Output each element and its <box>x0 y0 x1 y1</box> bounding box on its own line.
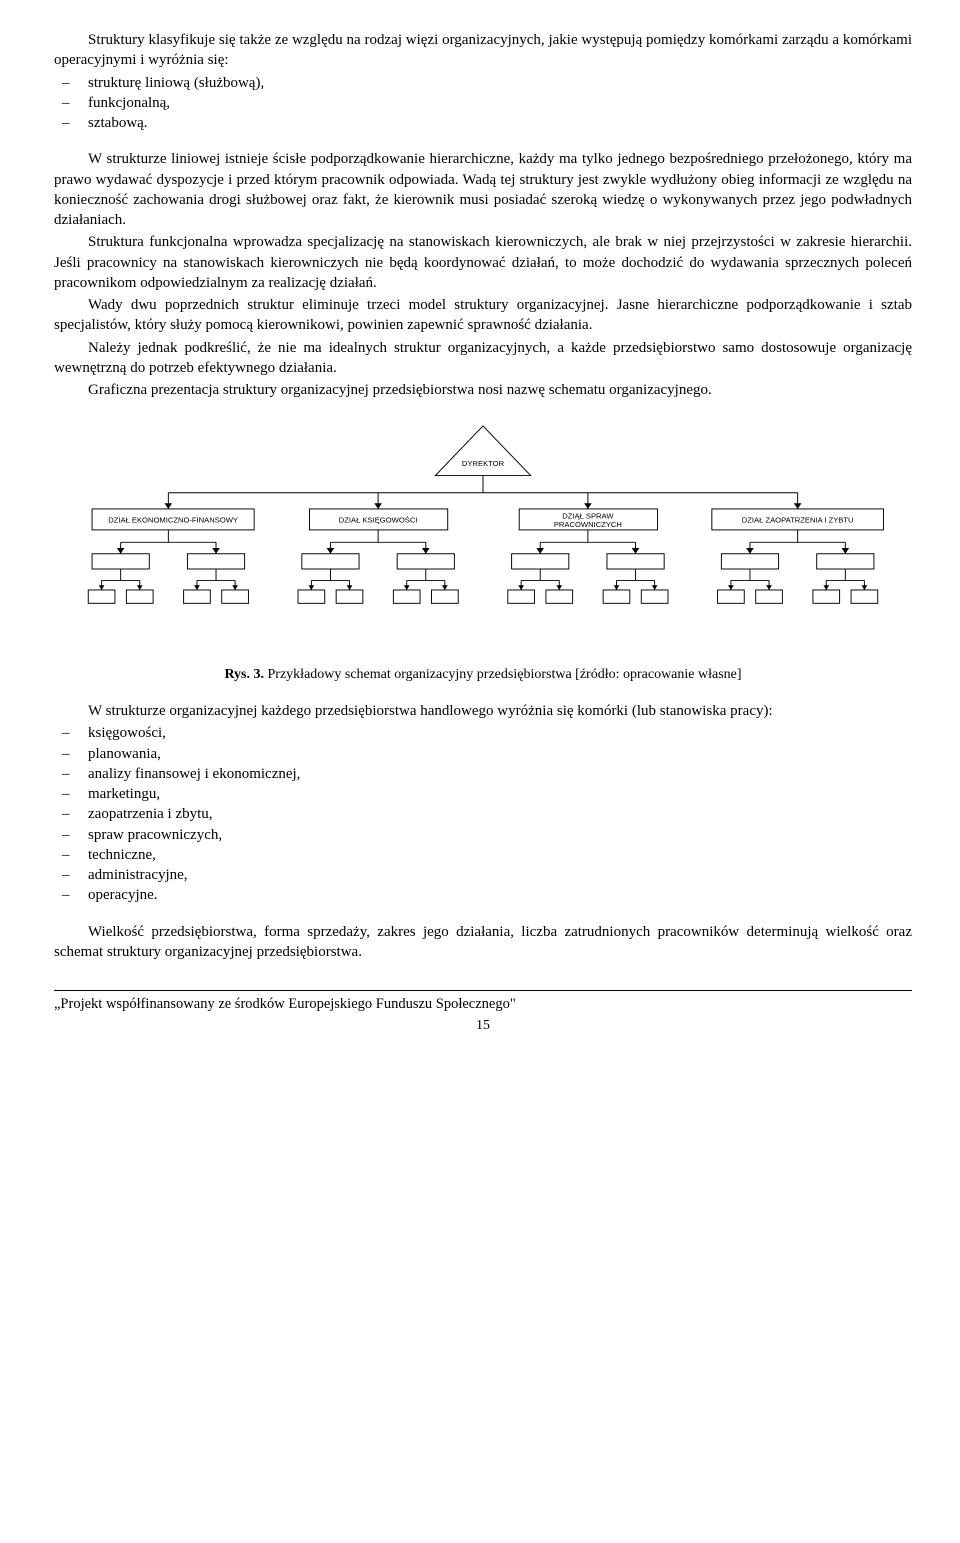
list-structure-types: strukturę liniową (służbową), funkcjonal… <box>54 73 912 134</box>
sub-branch <box>718 530 878 603</box>
dept-label: PRACOWNICZYCH <box>554 520 622 529</box>
dept-box: DZIAŁ ZAOPATRZENIA I ZYBTU <box>712 509 884 530</box>
list-item: funkcjonalną, <box>58 93 912 113</box>
dept-label: DZIAŁ ZAOPATRZENIA I ZYBTU <box>742 516 854 525</box>
caption-text: Przykładowy schemat organizacyjny przeds… <box>264 667 742 682</box>
paragraph-intro: Struktury klasyfikuje się także ze wzglę… <box>54 30 912 71</box>
list-item: marketingu, <box>58 784 912 804</box>
org-chart: DYREKTOR DZIAŁ EKONOMICZNO-FINANSOWY DZI… <box>54 418 912 638</box>
org-root-label: DYREKTOR <box>462 459 505 468</box>
list-item: strukturę liniową (służbową), <box>58 73 912 93</box>
sub-branch <box>298 530 458 603</box>
org-root-node: DYREKTOR <box>435 426 530 476</box>
paragraph-linear: W strukturze liniowej istnieje ścisłe po… <box>54 149 912 230</box>
list-item: operacyjne. <box>58 885 912 905</box>
list-cells: księgowości, planowania, analizy finanso… <box>54 723 912 905</box>
footer-quote: „Projekt <box>54 996 106 1012</box>
dept-box: DZIAŁ EKONOMICZNO-FINANSOWY <box>92 509 254 530</box>
list-item: sztabową. <box>58 113 912 133</box>
sub-branch <box>88 530 248 603</box>
list-item: spraw pracowniczych, <box>58 825 912 845</box>
paragraph-graphic: Graficzna prezentacja struktury organiza… <box>54 380 912 400</box>
dept-label: DZIAŁ EKONOMICZNO-FINANSOWY <box>108 516 238 525</box>
list-item: planowania, <box>58 744 912 764</box>
list-item: administracyjne, <box>58 865 912 885</box>
org-chart-svg: DYREKTOR DZIAŁ EKONOMICZNO-FINANSOWY DZI… <box>73 418 893 638</box>
list-item: księgowości, <box>58 723 912 743</box>
dept-label: DZIAŁ KSIĘGOWOŚCI <box>339 516 418 525</box>
dept-box: DZIAŁ KSIĘGOWOŚCI <box>309 509 447 530</box>
list-item: zaopatrzenia i zbytu, <box>58 804 912 824</box>
caption-number: Rys. 3. <box>224 667 264 682</box>
dept-box: DZIĄŁ SPRAW PRACOWNICZYCH <box>519 509 657 530</box>
footer: „Projekt współfinansowany ze środków Eur… <box>54 990 912 1015</box>
list-item: analizy finansowej i ekonomicznej, <box>58 764 912 784</box>
list-item: techniczne, <box>58 845 912 865</box>
figure-caption: Rys. 3. Przykładowy schemat organizacyjn… <box>54 666 912 685</box>
paragraph-cells: W strukturze organizacyjnej każdego prze… <box>54 701 912 721</box>
paragraph-note: Należy jednak podkreślić, że nie ma idea… <box>54 338 912 379</box>
footer-text: współfinansowany ze środków Europejskieg… <box>106 996 516 1012</box>
paragraph-size: Wielkość przedsiębiorstwa, forma sprzeda… <box>54 922 912 963</box>
paragraph-third: Wady dwu poprzednich struktur eliminuje … <box>54 295 912 336</box>
paragraph-functional: Struktura funkcjonalna wprowadza specjal… <box>54 232 912 293</box>
sub-branch <box>508 530 668 603</box>
page-number: 15 <box>54 1017 912 1036</box>
